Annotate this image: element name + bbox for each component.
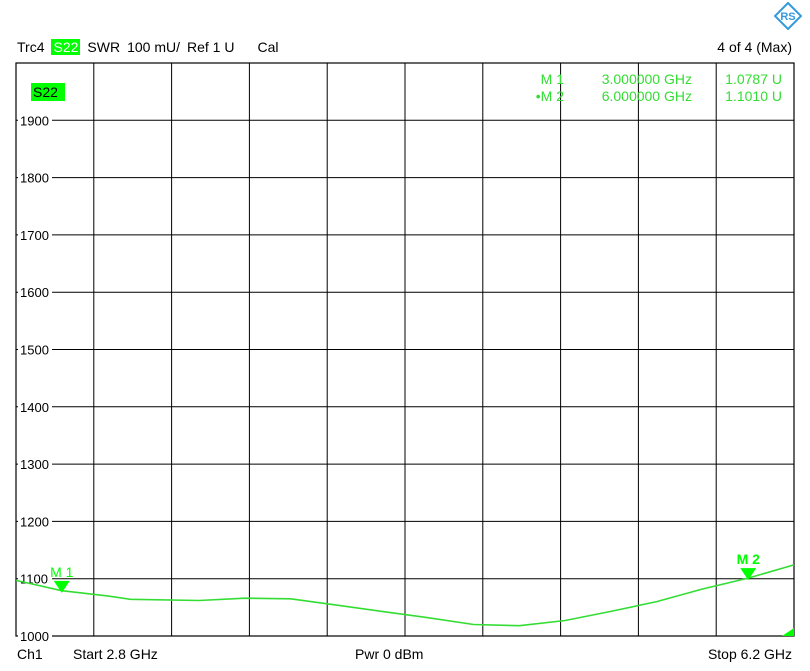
- trace-format[interactable]: SWR: [87, 39, 121, 55]
- y-tick-label: 1400: [20, 400, 49, 415]
- y-tick-label-bg: [18, 342, 52, 357]
- y-tick-label: 1300: [20, 457, 49, 472]
- y-tick-label: 1500: [20, 343, 49, 358]
- marker-label: M 1: [50, 564, 74, 580]
- marker-readout-name: •M 2: [536, 88, 564, 104]
- power-level[interactable]: Pwr 0 dBm: [355, 646, 424, 662]
- window-indicator: 4 of 4 (Max): [717, 39, 792, 55]
- trace-line: [15, 564, 795, 627]
- trace-end-marker: [782, 628, 794, 636]
- y-tick-label: 1000: [20, 629, 49, 644]
- y-tick-label: 1700: [20, 228, 49, 243]
- marker-triangle: [53, 580, 70, 593]
- marker-readout-frequency: 6.000000 GHz: [602, 88, 692, 104]
- y-tick-label: 1800: [20, 171, 49, 186]
- marker-readout-frequency: 3.000000 GHz: [602, 71, 692, 87]
- y-tick-label-bg: [18, 227, 52, 242]
- y-tick-label-bg: [18, 457, 52, 472]
- y-tick-label: 1200: [20, 514, 49, 529]
- cal-status: Cal: [257, 39, 279, 55]
- marker-readout-value: 1.1010 U: [725, 88, 782, 104]
- y-tick-label: 1600: [20, 285, 49, 300]
- trace-ref[interactable]: Ref 1 U: [187, 39, 235, 55]
- y-tick-label-bg: [18, 514, 52, 529]
- trace-param-badge[interactable]: S22: [51, 39, 81, 55]
- trace-scale[interactable]: 100 mU/: [127, 39, 180, 55]
- y-tick-label-bg: [18, 113, 52, 128]
- y-tick-label-bg: [18, 170, 52, 185]
- svg-text:RS: RS: [780, 11, 795, 23]
- marker-readout-value: 1.0787 U: [725, 71, 782, 87]
- marker-readout-name: M 1: [541, 71, 565, 87]
- marker-triangle: [740, 568, 757, 581]
- plot-param-badge-bg: [31, 83, 65, 101]
- channel-label: Ch1: [17, 646, 43, 662]
- stop-frequency[interactable]: Stop 6.2 GHz: [707, 646, 792, 662]
- y-tick-label-bg: [18, 629, 52, 643]
- trace-name[interactable]: Trc4: [17, 39, 45, 55]
- y-tick-label-bg: [18, 399, 52, 414]
- rohde-schwarz-logo-icon: RS: [774, 2, 802, 30]
- marker-label: M 2: [737, 551, 761, 567]
- trace-header: Trc4 S22 SWR 100 mU/Ref 1 U Cal: [17, 38, 285, 56]
- y-tick-label-bg: [18, 285, 52, 300]
- plot-param-badge: S22: [33, 84, 58, 100]
- y-tick-label: 1900: [20, 113, 49, 128]
- start-frequency[interactable]: Start 2.8 GHz: [73, 646, 158, 662]
